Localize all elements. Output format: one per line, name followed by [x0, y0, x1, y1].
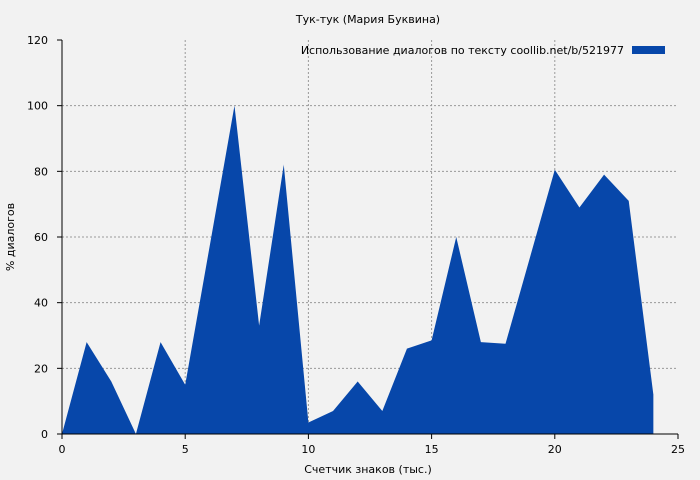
x-tick-label: 15 — [425, 443, 439, 456]
y-tick-label: 80 — [34, 165, 48, 178]
y-tick-label: 60 — [34, 231, 48, 244]
axes: 0 5 10 15 20 25 0 20 40 60 80 100 120 — [27, 34, 685, 456]
y-tick-label: 0 — [41, 428, 48, 441]
y-tick-label: 20 — [34, 362, 48, 375]
series-area — [62, 105, 654, 435]
y-tick-label: 40 — [34, 297, 48, 310]
x-tick-label: 0 — [59, 443, 66, 456]
y-axis-label: % диалогов — [4, 203, 17, 271]
x-tick-label: 20 — [548, 443, 562, 456]
x-tick-label: 25 — [671, 443, 685, 456]
y-tick-label: 100 — [27, 100, 48, 113]
legend-swatch — [632, 46, 665, 54]
y-tick-label: 120 — [27, 34, 48, 47]
chart-title: Тук-тук (Мария Буквина) — [295, 13, 440, 26]
x-tick-label: 5 — [182, 443, 189, 456]
x-axis-label: Счетчик знаков (тыс.) — [304, 463, 432, 476]
x-tick-label: 10 — [301, 443, 315, 456]
legend-label: Использование диалогов по тексту coollib… — [301, 44, 624, 57]
